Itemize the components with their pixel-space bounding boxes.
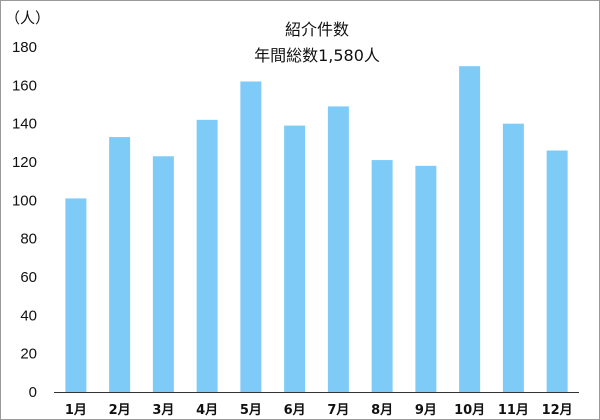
bar xyxy=(546,150,568,392)
bar xyxy=(459,66,481,393)
x-tick-label: 2月 xyxy=(109,403,131,418)
x-tick-label: 7月 xyxy=(327,403,349,418)
y-tick-label: 100 xyxy=(12,192,37,209)
x-tick-label: 10月 xyxy=(454,403,485,418)
y-tick-label: 140 xyxy=(12,116,37,133)
y-axis-ticks: 0 20 40 60 80 100 120 140 160 180 xyxy=(12,39,37,401)
y-tick-label: 120 xyxy=(12,154,37,171)
bar xyxy=(240,81,262,392)
y-tick-label: 60 xyxy=(20,269,37,286)
y-tick-label: 40 xyxy=(20,307,37,324)
x-tick-label: 5月 xyxy=(240,403,262,418)
bar xyxy=(196,119,218,392)
bar xyxy=(502,123,524,393)
bars-group xyxy=(65,66,568,393)
bar xyxy=(284,125,306,392)
x-tick-label: 12月 xyxy=(542,403,573,418)
y-tick-label: 0 xyxy=(29,384,37,401)
x-tick-label: 6月 xyxy=(284,403,306,418)
y-tick-label: 80 xyxy=(20,231,37,248)
bar xyxy=(327,106,349,393)
x-tick-label: 9月 xyxy=(415,403,437,418)
x-tick-label: 11月 xyxy=(498,403,529,418)
bar xyxy=(371,160,393,392)
y-tick-label: 20 xyxy=(20,346,37,363)
chart-subtitle: 年間総数1,580人 xyxy=(254,46,380,65)
x-tick-label: 8月 xyxy=(371,403,393,418)
bar xyxy=(152,156,174,392)
x-tick-label: 4月 xyxy=(196,403,218,418)
x-tick-label: 1月 xyxy=(65,403,87,418)
y-axis-unit-label: （人） xyxy=(5,9,50,27)
bar xyxy=(65,198,87,392)
x-axis-ticks: 1月 2月 3月 4月 5月 6月 7月 8月 9月 10月 11月 12月 xyxy=(65,403,573,418)
y-tick-label: 180 xyxy=(12,39,37,56)
y-tick-label: 160 xyxy=(12,77,37,94)
bar xyxy=(109,137,131,392)
x-tick-label: 3月 xyxy=(152,403,174,418)
chart-title: 紹介件数 xyxy=(285,20,349,39)
bar xyxy=(415,165,437,392)
